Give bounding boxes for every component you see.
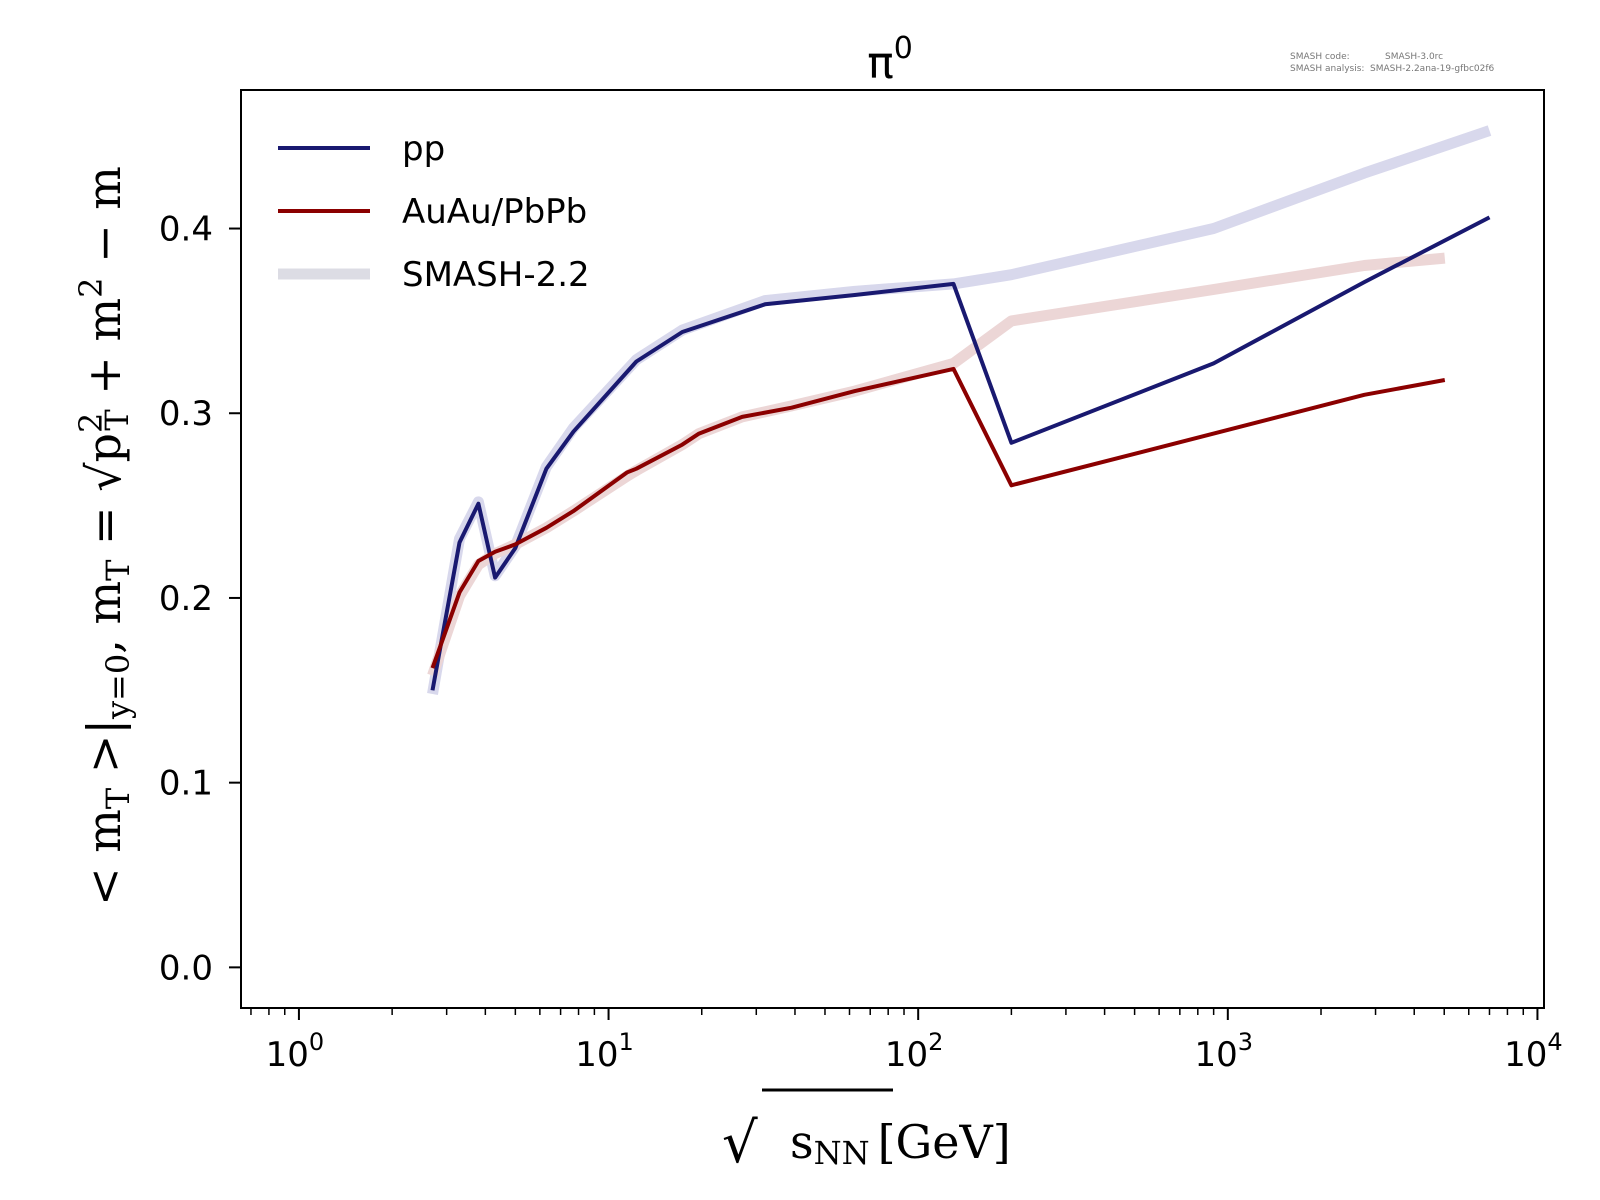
series-layer xyxy=(427,125,1492,695)
legend: pp AuAu/PbPb SMASH-2.2 xyxy=(278,129,590,295)
plot-frame xyxy=(240,89,1545,1009)
chart-title: π0 xyxy=(867,31,913,89)
x-axis: 100 101 102 103 104 xyxy=(250,1008,1563,1075)
y-tick-label: 0.3 xyxy=(159,394,213,434)
y-axis: 0.0 0.1 0.2 0.3 0.4 xyxy=(159,210,241,988)
y-tick-label: 0.4 xyxy=(159,210,213,250)
x-label-text: sNN [GeV] xyxy=(790,1115,1011,1172)
credits-analysis-value: SMASH-2.2ana-19-gfbc02f6 xyxy=(1370,64,1495,74)
legend-label-smash: SMASH-2.2 xyxy=(402,255,590,295)
legend-label-auau: AuAu/PbPb xyxy=(402,192,587,232)
series-line-2 xyxy=(430,215,1491,691)
x-tick-label: 102 xyxy=(885,1028,944,1075)
x-tick-label: 100 xyxy=(266,1028,325,1075)
x-label-radical: √ xyxy=(722,1111,758,1176)
x-axis-label: √ sNN [GeV] xyxy=(722,1088,1011,1176)
series-line-3 xyxy=(430,366,1446,669)
credits-code-value: SMASH-3.0rc xyxy=(1385,52,1443,62)
x-tick-label: 101 xyxy=(575,1028,634,1075)
y-tick-label: 0.0 xyxy=(159,948,213,988)
y-tick-label: 0.1 xyxy=(159,764,213,804)
legend-label-pp: pp xyxy=(402,129,445,169)
x-tick-label: 104 xyxy=(1504,1028,1563,1075)
x-tick-label: 103 xyxy=(1195,1028,1254,1075)
smash-credits: SMASH code: SMASH-3.0rc SMASH analysis: … xyxy=(1290,52,1495,74)
credits-code-label: SMASH code: xyxy=(1290,52,1350,62)
y-tick-label: 0.2 xyxy=(159,579,213,619)
y-axis-label: < mT >|y=0, mT = √p2T + m2 − m xyxy=(72,166,137,906)
credits-analysis-label: SMASH analysis: xyxy=(1290,64,1364,74)
